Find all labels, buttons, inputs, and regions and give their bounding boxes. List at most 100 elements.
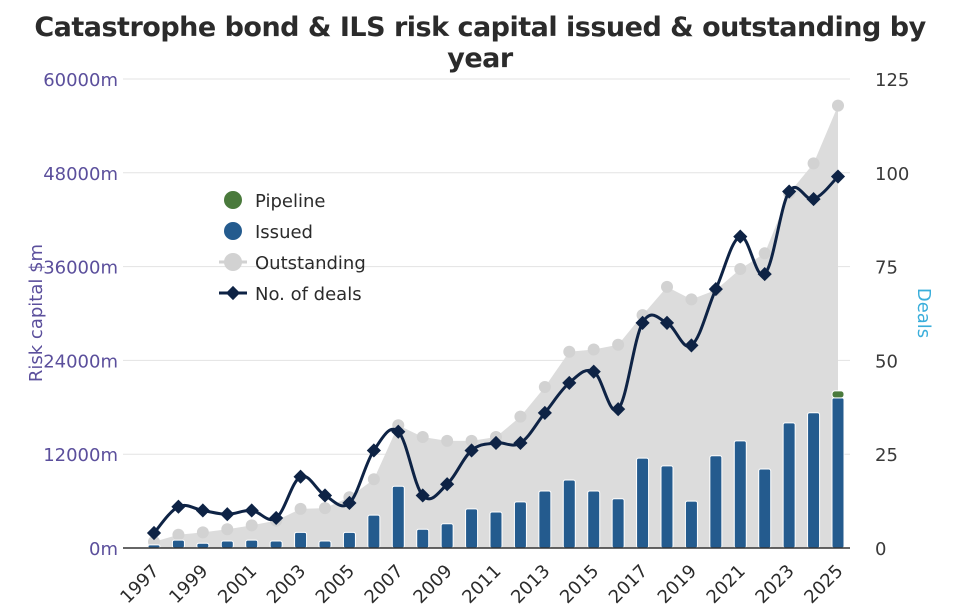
deals-point [488, 435, 504, 451]
left-tick-label: 0m [89, 539, 118, 560]
deals-point [342, 495, 357, 511]
outstanding-point [416, 431, 429, 444]
right-tick-label: 0 [875, 539, 886, 560]
issued-bar [758, 468, 772, 549]
outstanding-point [294, 502, 307, 515]
x-tick-label: 2007 [361, 561, 408, 608]
issued-bar [684, 500, 698, 549]
legend-pipeline-icon [224, 191, 242, 209]
issued-bar [587, 490, 601, 549]
issued-bar [611, 498, 625, 549]
deals-point [513, 435, 528, 451]
y2-axis-title: Deals [913, 288, 934, 338]
x-tick-label: 1997 [116, 561, 163, 608]
right-tick-label: 100 [875, 164, 909, 185]
outstanding-point [514, 410, 527, 423]
deals-point [366, 443, 381, 458]
deals-point [220, 507, 235, 522]
deals-point [293, 469, 308, 484]
issued-bar [269, 540, 283, 549]
issued-bar [440, 523, 454, 549]
issued-bar [416, 528, 430, 549]
deals-point [757, 267, 772, 282]
issued-bar [831, 397, 845, 549]
outstanding-point [172, 528, 185, 541]
right-tick-label: 125 [875, 70, 909, 91]
issued-bar [636, 457, 650, 549]
issued-bar [513, 501, 527, 549]
deals-point [708, 282, 723, 297]
issued-bar [782, 422, 796, 549]
x-tick-label: 2023 [751, 561, 798, 608]
outstanding-point [221, 523, 234, 536]
issued-bar [489, 511, 503, 549]
outstanding-point [807, 157, 820, 170]
left-tick-label: 12000m [43, 445, 118, 466]
deals-point [171, 499, 186, 514]
legend-label: Pipeline [255, 191, 325, 212]
deals-point [146, 525, 162, 541]
x-tick-label: 2003 [263, 561, 310, 608]
left-tick-label: 24000m [43, 351, 118, 372]
deals-point [659, 315, 675, 330]
issued-bar [220, 540, 234, 549]
right-tick-label: 75 [875, 258, 898, 279]
outstanding-point [196, 526, 209, 539]
issued-bar [660, 465, 674, 549]
issued-bar [171, 539, 185, 549]
outstanding-point [538, 380, 551, 393]
deals-point [635, 315, 650, 330]
deals-point [415, 488, 430, 503]
outstanding-point [685, 293, 698, 306]
x-tick-label: 2015 [556, 561, 603, 608]
deals-point [440, 477, 455, 492]
deals-point [195, 503, 210, 518]
deals-point [537, 405, 552, 420]
deals-point [391, 424, 406, 439]
deals-point [562, 375, 577, 390]
issued-bar [245, 539, 259, 549]
deals-point [733, 229, 748, 244]
deals-point [684, 338, 699, 353]
outstanding-point [563, 345, 576, 358]
x-tick-label: 2011 [458, 561, 505, 608]
issued-bar [391, 485, 405, 549]
deals-point [317, 488, 333, 503]
outstanding-point [465, 434, 478, 447]
x-tick-label: 1999 [165, 561, 212, 608]
legend-outstanding-icon [224, 253, 242, 271]
right-tick-label: 50 [875, 351, 898, 372]
deals-point [244, 503, 259, 518]
outstanding-point [587, 343, 600, 356]
outstanding-point [441, 434, 454, 447]
issued-bar [367, 514, 381, 549]
x-tick-label: 2001 [214, 561, 261, 608]
x-tick-label: 2013 [507, 561, 554, 608]
deals-point [269, 510, 284, 526]
outstanding-point [758, 247, 771, 260]
outstanding-point [661, 280, 673, 293]
outstanding-point [734, 262, 747, 275]
pipeline-bar [831, 390, 845, 399]
issued-bar [562, 479, 576, 549]
x-tick-label: 2005 [312, 561, 359, 608]
outstanding-point [367, 473, 380, 486]
deals-point [806, 191, 821, 207]
y-axis-title: Risk capital $m [26, 244, 47, 382]
outstanding-point [832, 99, 844, 112]
outstanding-point [319, 502, 331, 515]
issued-bar [342, 531, 356, 549]
issued-bar [709, 455, 723, 549]
deals-point [586, 364, 601, 379]
left-tick-label: 48000m [43, 164, 118, 185]
outstanding-point [612, 338, 625, 351]
legend-label: No. of deals [255, 284, 362, 305]
right-tick-label: 25 [875, 445, 898, 466]
x-tick-label: 2021 [703, 561, 750, 608]
deals-point [782, 184, 797, 199]
x-tick-label: 2019 [654, 561, 701, 608]
deals-point [611, 402, 626, 417]
x-tick-label: 2025 [800, 561, 847, 608]
deals-point [464, 443, 479, 458]
